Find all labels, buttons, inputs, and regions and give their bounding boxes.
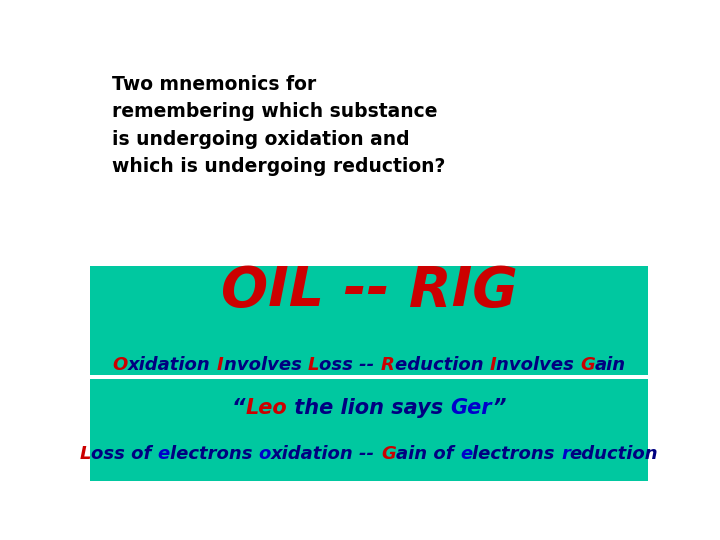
- Text: e: e: [158, 444, 170, 463]
- Text: Two mnemonics for
remembering which substance
is undergoing oxidation and
which : Two mnemonics for remembering which subs…: [112, 75, 446, 176]
- Text: “: “: [232, 398, 246, 418]
- Text: lectrons: lectrons: [472, 444, 561, 463]
- Text: Leo: Leo: [246, 398, 287, 418]
- Text: xidation: xidation: [128, 356, 217, 374]
- Text: o: o: [258, 444, 271, 463]
- Text: the lion says: the lion says: [287, 398, 451, 418]
- Text: Ger: Ger: [451, 398, 492, 418]
- Text: O: O: [113, 356, 128, 374]
- Text: xidation --: xidation --: [271, 444, 382, 463]
- Text: ”: ”: [492, 398, 505, 418]
- Text: r: r: [561, 444, 570, 463]
- Text: OIL -- RIG: OIL -- RIG: [220, 265, 518, 319]
- Text: lectrons: lectrons: [170, 444, 258, 463]
- Text: eduction: eduction: [395, 356, 490, 374]
- Text: L: L: [80, 444, 91, 463]
- Text: nvolves: nvolves: [496, 356, 580, 374]
- Text: L: L: [308, 356, 319, 374]
- Text: nvolves: nvolves: [224, 356, 308, 374]
- Text: G: G: [382, 444, 396, 463]
- Text: G: G: [580, 356, 595, 374]
- Bar: [90, 65, 648, 266]
- Text: I: I: [217, 356, 224, 374]
- Text: oss of: oss of: [91, 444, 158, 463]
- Bar: [90, 379, 648, 481]
- Text: eduction: eduction: [570, 444, 658, 463]
- Text: ain: ain: [595, 356, 626, 374]
- Bar: [90, 266, 648, 375]
- Text: I: I: [490, 356, 496, 374]
- Text: oss --: oss --: [319, 356, 381, 374]
- Bar: [90, 375, 648, 379]
- Text: e: e: [460, 444, 472, 463]
- Text: R: R: [381, 356, 395, 374]
- Text: ain of: ain of: [396, 444, 460, 463]
